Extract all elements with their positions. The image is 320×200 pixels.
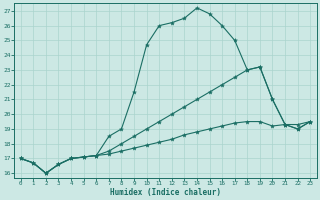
X-axis label: Humidex (Indice chaleur): Humidex (Indice chaleur)	[110, 188, 221, 197]
